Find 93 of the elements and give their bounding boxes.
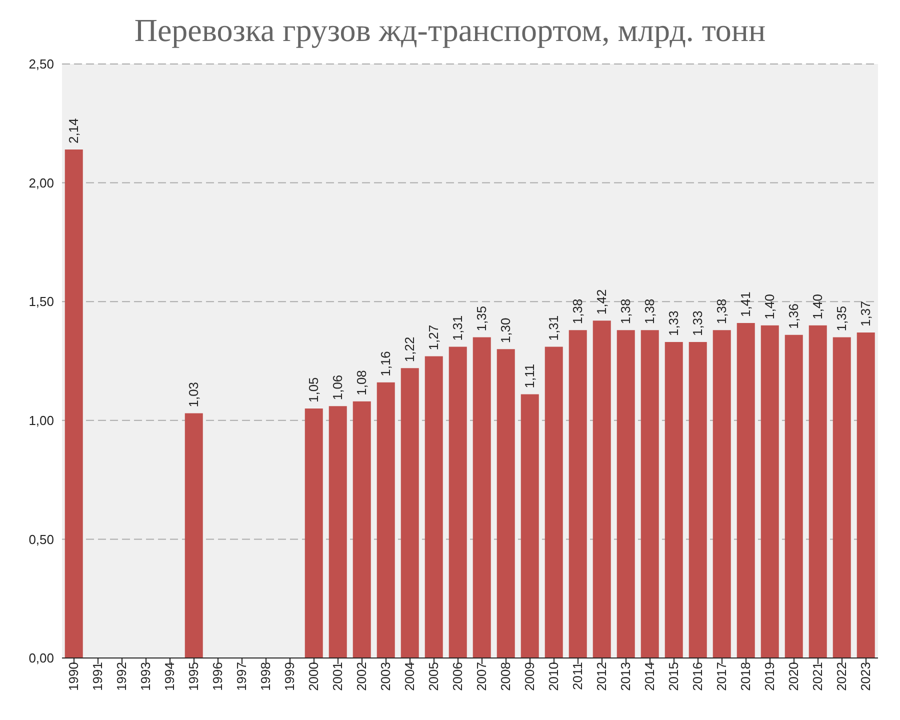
data-label: 1,38 [618, 298, 633, 324]
bar [808, 325, 827, 658]
x-tick-label: 1993 [138, 662, 154, 691]
data-label: 1,41 [738, 292, 753, 317]
bar [520, 394, 539, 658]
data-label: 1,40 [810, 294, 825, 320]
x-tick-label: 1995 [186, 662, 202, 691]
data-label: 1,35 [834, 306, 849, 332]
data-label: 1,27 [426, 324, 441, 350]
data-label: 1,36 [786, 304, 801, 329]
data-label: 1,03 [186, 382, 201, 408]
bar [712, 330, 731, 658]
chart-title: Перевозка грузов жд-транспортом, млрд. тонн [133, 11, 767, 50]
data-label: 1,35 [474, 306, 489, 332]
data-label: 1,05 [306, 377, 321, 403]
data-label: 1,38 [642, 298, 657, 324]
bar [424, 356, 443, 658]
bar [328, 406, 347, 658]
bar [376, 382, 395, 658]
bar [400, 368, 419, 658]
data-label: 1,16 [378, 351, 393, 376]
x-tick-label: 1999 [282, 662, 298, 691]
x-tick-label: 1996 [210, 662, 226, 691]
x-tick-label: 2010 [546, 662, 562, 691]
x-tick-label: 2006 [450, 662, 466, 691]
x-tick-label: 2014 [642, 662, 658, 691]
bar [592, 320, 611, 658]
y-tick-label: 0,00 [28, 650, 54, 666]
x-tick-label: 2016 [690, 662, 706, 691]
x-tick-label: 1998 [258, 662, 274, 691]
bar [664, 342, 683, 658]
x-tick-label: 1997 [234, 662, 250, 691]
bar [760, 325, 779, 658]
bar [616, 330, 635, 658]
x-tick-label: 1990 [66, 662, 82, 691]
data-label: 1,11 [522, 364, 537, 388]
data-label: 2,14 [66, 118, 81, 144]
data-label: 1,31 [450, 315, 465, 341]
x-tick-label: 2007 [474, 662, 490, 691]
x-tick-label: 2017 [714, 662, 730, 691]
y-tick-label: 1,50 [28, 294, 54, 310]
x-tick-label: 2020 [786, 662, 802, 691]
x-tick-label: 2000 [306, 662, 322, 691]
bar [784, 334, 803, 658]
bar [496, 349, 515, 658]
y-tick-label: 2,50 [28, 56, 54, 72]
data-label: 1,38 [570, 298, 585, 324]
x-tick-label: 2012 [594, 662, 610, 691]
x-tick-label: 2002 [354, 662, 370, 691]
x-tick-label: 2021 [810, 662, 826, 691]
x-tick-label: 1991 [90, 662, 106, 691]
x-tick-label: 2004 [402, 662, 418, 691]
x-tick-label: 2015 [666, 662, 682, 691]
data-label: 1,40 [762, 294, 777, 320]
y-tick-label: 1,00 [28, 413, 54, 428]
data-label: 1,33 [666, 310, 681, 336]
x-tick-label: 2013 [618, 662, 634, 691]
bar [640, 330, 659, 658]
bar [304, 408, 323, 658]
bar [856, 332, 875, 658]
bar [64, 150, 83, 658]
bar [688, 342, 707, 658]
bar [352, 401, 371, 658]
x-tick-label: 1992 [114, 662, 130, 691]
y-tick-label: 2,00 [28, 175, 54, 190]
bar [472, 337, 491, 658]
x-tick-label: 2001 [330, 662, 346, 691]
x-tick-label: 2018 [738, 662, 754, 691]
x-tick-label: 2019 [762, 662, 778, 691]
x-tick-label: 2011 [570, 662, 586, 690]
x-tick-label: 2003 [378, 662, 394, 691]
data-label: 1,08 [354, 370, 369, 396]
bar [448, 346, 467, 658]
bar [544, 346, 563, 658]
data-label: 1,42 [594, 289, 609, 315]
data-label: 1,33 [690, 310, 705, 336]
x-tick-label: 2008 [498, 662, 514, 691]
x-tick-label: 2022 [834, 662, 850, 691]
data-label: 1,30 [498, 318, 513, 344]
data-label: 1,06 [330, 374, 345, 400]
data-label: 1,22 [402, 336, 417, 362]
x-tick-label: 2009 [522, 662, 538, 691]
bar [832, 337, 851, 658]
x-tick-label: 1994 [162, 662, 178, 691]
bar [736, 322, 755, 658]
x-tick-label: 2023 [858, 662, 874, 691]
y-tick-label: 0,50 [28, 532, 54, 547]
data-label: 1,37 [858, 301, 873, 326]
bar [568, 330, 587, 658]
bar [184, 413, 203, 658]
data-label: 1,31 [546, 315, 561, 341]
data-label: 1,38 [714, 298, 729, 324]
x-tick-label: 2005 [426, 662, 442, 691]
